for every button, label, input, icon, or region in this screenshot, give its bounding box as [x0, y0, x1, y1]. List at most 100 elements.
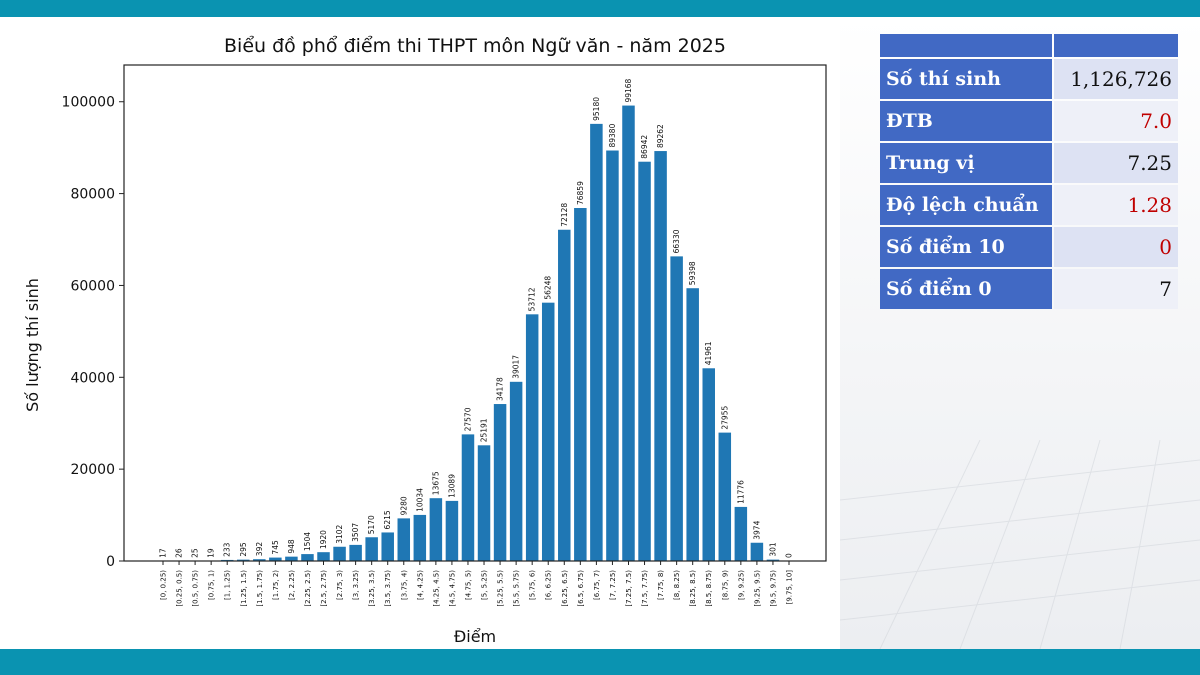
- bar-value-label: 27570: [463, 407, 472, 431]
- x-tick-label: [6.5, 6.75): [577, 570, 585, 607]
- bar-value-label: 948: [287, 539, 296, 554]
- stat-label: Số điểm 0: [880, 269, 1052, 309]
- bar-value-label: 56248: [544, 276, 553, 300]
- x-tick-label: [0.25, 0.5): [176, 570, 184, 607]
- bar-value-label: 19: [207, 548, 216, 558]
- bar-value-label: 25191: [480, 418, 489, 442]
- bar-value-label: 1920: [319, 530, 328, 549]
- stat-value: 1,126,726: [1054, 59, 1178, 99]
- x-tick-label: [5, 5.25): [481, 570, 489, 600]
- bottom-band: [0, 649, 1200, 675]
- stat-value: 7.0: [1054, 101, 1178, 141]
- bar: [493, 404, 507, 561]
- y-tick-label: 0: [106, 554, 115, 570]
- x-tick-label: [3.75, 4): [400, 570, 408, 600]
- bar-value-label: 0: [785, 553, 794, 558]
- x-tick-label: [9.25, 9.5): [753, 570, 761, 607]
- bar: [285, 556, 298, 561]
- bar: [686, 288, 699, 561]
- bar-value-label: 89262: [656, 124, 665, 148]
- bar: [237, 559, 250, 561]
- bar-value-label: 9280: [399, 496, 408, 515]
- stat-label: Độ lệch chuẩn: [880, 185, 1052, 225]
- bar: [622, 105, 635, 562]
- x-tick-label: [8.75, 9): [721, 570, 729, 600]
- bar: [269, 557, 282, 561]
- y-tick-label: 60000: [70, 278, 115, 294]
- stat-label: Số điểm 10: [880, 227, 1052, 267]
- decorative-grid: [840, 440, 1200, 649]
- x-tick-label: [6.25, 6.5): [561, 570, 569, 607]
- bar-value-label: 17: [159, 548, 168, 558]
- bar-value-label: 1504: [303, 532, 312, 551]
- bar: [718, 432, 732, 561]
- x-tick-label: [4.25, 4.5): [432, 570, 440, 607]
- score-distribution-chart: Biểu đồ phổ điểm thi THPT môn Ngữ văn - …: [23, 35, 827, 646]
- bars: [156, 105, 780, 562]
- bar: [734, 506, 748, 561]
- bar-value-label: 11776: [736, 480, 745, 504]
- x-tick-label: [4.75, 5): [464, 570, 472, 600]
- x-tick-label: [1.5, 1.75): [256, 570, 264, 607]
- bar-value-label: 89380: [608, 123, 617, 147]
- x-tick-label: [2.5, 2.75): [320, 570, 328, 607]
- bar: [461, 434, 475, 561]
- bar: [477, 445, 491, 561]
- x-tick-label: [7.5, 7.75): [641, 570, 649, 607]
- y-tick-label: 100000: [62, 95, 115, 111]
- stat-value: 7: [1054, 269, 1178, 309]
- x-tick-label: [4, 4.25): [416, 570, 424, 600]
- x-tick-label: [0.75, 1): [208, 570, 216, 600]
- x-tick-label: [5.25, 5.5): [497, 570, 505, 607]
- x-tick-label: [7, 7.25): [609, 570, 617, 600]
- x-tick-label: [5.5, 5.75): [513, 570, 521, 607]
- stat-value: 7.25: [1054, 143, 1178, 183]
- bar: [606, 150, 619, 561]
- bar-value-label: 5170: [367, 515, 376, 534]
- stat-label: Trung vị: [880, 143, 1052, 183]
- stat-label: ĐTB: [880, 101, 1052, 141]
- bar-value-label: 72128: [560, 203, 569, 227]
- statistics-table: Số thí sinh 1,126,726 ĐTB 7.0 Trung vị 7.25 Độ…: [878, 32, 1180, 311]
- stat-value: 1.28: [1054, 185, 1178, 225]
- bar: [654, 151, 667, 561]
- x-tick-label: [9.5, 9.75): [769, 570, 777, 607]
- bar-value-label: 745: [271, 540, 280, 555]
- bar: [525, 314, 539, 561]
- bar: [750, 542, 764, 561]
- x-tick-label: [1.75, 2): [272, 570, 280, 600]
- bar-value-label: 13675: [431, 471, 440, 495]
- bar-value-label: 95180: [592, 97, 601, 121]
- bar: [670, 256, 683, 561]
- bar-value-label: 26: [175, 548, 184, 558]
- bar-value-label: 86942: [640, 135, 649, 159]
- x-axis-label: Điểm: [454, 627, 496, 646]
- bar-value-label: 99168: [624, 78, 633, 102]
- bar-value-label: 39017: [512, 355, 521, 379]
- y-axis-label: Số lượng thí sinh: [23, 278, 42, 412]
- bar-value-label: 3974: [752, 520, 761, 539]
- stat-label: Số thí sinh: [880, 59, 1052, 99]
- bar: [445, 500, 459, 561]
- x-tick-label: [8.5, 8.75): [705, 570, 713, 607]
- y-tick-label: 20000: [70, 462, 115, 478]
- value-labels: 17 26 25 19 233 295 392 745 948 1504 1920 3102 3507 5…: [159, 78, 794, 558]
- x-tick-label: [8.25, 8.5): [689, 570, 697, 607]
- table-header-cell: [1054, 34, 1178, 57]
- x-tick-label: [7.75, 8): [657, 570, 665, 600]
- bar: [702, 368, 715, 561]
- chart-title: Biểu đồ phổ điểm thi THPT môn Ngữ văn - …: [224, 35, 726, 57]
- bar: [253, 559, 266, 561]
- bar: [333, 546, 346, 561]
- y-tick-label: 80000: [70, 187, 115, 203]
- table-header-row: [880, 34, 1178, 57]
- bar-value-label: 392: [255, 542, 264, 557]
- bar: [638, 161, 651, 561]
- bar: [349, 544, 362, 561]
- stat-value: 0: [1054, 227, 1178, 267]
- y-tick-label: 40000: [70, 370, 115, 386]
- bar: [429, 498, 443, 561]
- bar: [381, 532, 394, 561]
- x-tick-label: [0, 0.25): [160, 570, 168, 600]
